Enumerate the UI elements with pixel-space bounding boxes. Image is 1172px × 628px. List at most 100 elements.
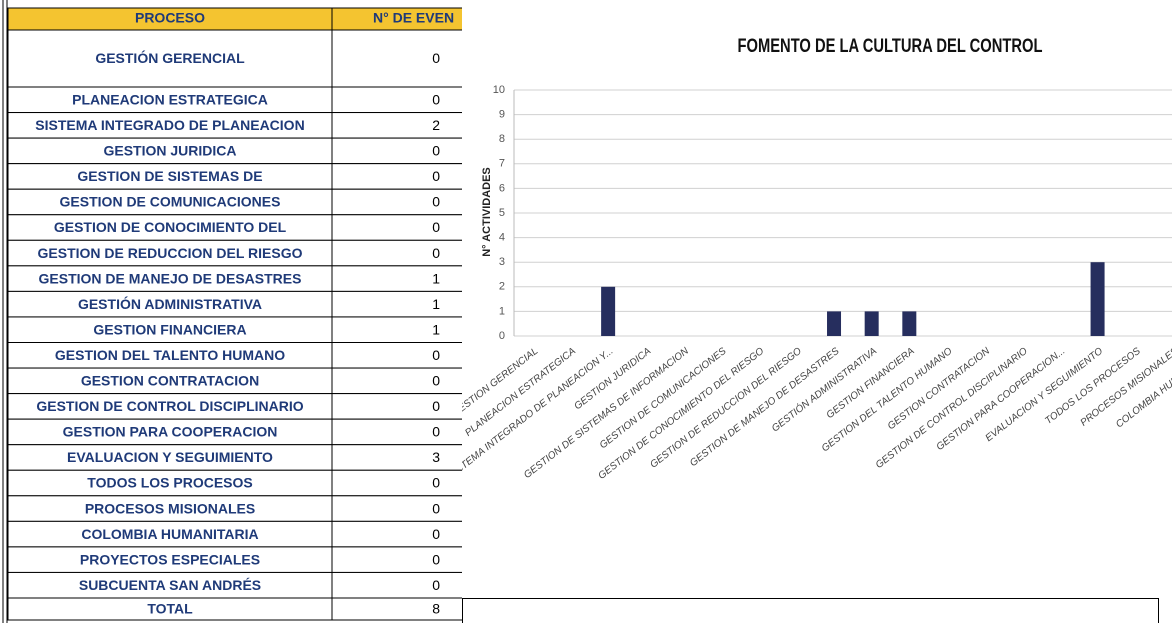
process-name: GESTIÓN ADMINISTRATIVA — [78, 295, 262, 312]
cell — [331, 418, 471, 446]
cell — [7, 137, 333, 165]
process-name: GESTION FINANCIERA — [93, 321, 246, 337]
y-tick-label: 9 — [499, 109, 505, 121]
cell — [331, 188, 471, 216]
process-name: SISTEMA INTEGRADO DE PLANEACION — [35, 117, 304, 133]
event-count: 0 — [432, 526, 440, 542]
process-name: GESTION CONTRATACION — [81, 373, 259, 389]
event-count: 1 — [432, 270, 440, 286]
cell — [7, 290, 333, 318]
cell — [7, 163, 333, 190]
cell — [7, 571, 333, 599]
process-name: GESTIÓN GERENCIAL — [95, 49, 245, 66]
event-count: 0 — [432, 577, 440, 593]
bar — [902, 311, 917, 336]
y-tick-label: 8 — [499, 133, 505, 145]
y-tick-label: 4 — [499, 232, 505, 244]
process-name: PLANEACION ESTRATEGICA — [72, 91, 268, 107]
y-tick-label: 6 — [499, 182, 505, 194]
process-name: GESTION DE REDUCCION DEL RIESGO — [38, 245, 303, 261]
header-text: N° DE EVEN — [373, 10, 454, 26]
process-name: GESTION DE COMUNICACIONES — [60, 194, 281, 210]
cell — [331, 571, 471, 599]
cell — [331, 265, 471, 292]
process-name: GESTION JURIDICA — [103, 143, 236, 159]
cell — [7, 214, 333, 241]
chart-area — [462, 0, 1172, 598]
process-name: GESTION DE MANEJO DE DESASTRES — [39, 270, 302, 286]
y-tick-label: 5 — [499, 207, 505, 219]
cell — [331, 239, 471, 267]
y-tick-label: 3 — [499, 256, 505, 268]
event-count: 0 — [432, 50, 440, 66]
y-tick-label: 7 — [499, 158, 505, 170]
cell — [331, 29, 471, 88]
process-name: TODOS LOS PROCESOS — [87, 475, 252, 491]
process-name: GESTION DE SISTEMAS DE — [77, 168, 262, 184]
cell — [331, 393, 471, 420]
cell — [7, 469, 333, 497]
cell — [331, 112, 471, 139]
event-count: 1 — [432, 296, 440, 312]
cell — [331, 163, 471, 190]
event-count: 0 — [432, 91, 440, 107]
y-tick-label: 0 — [499, 330, 505, 342]
cell — [7, 495, 333, 522]
cell — [7, 316, 333, 344]
bar — [864, 311, 879, 336]
process-name: GESTION DEL TALENTO HUMANO — [55, 347, 285, 363]
event-count: 8 — [432, 601, 440, 617]
bar — [1090, 262, 1105, 336]
y-tick-label: 10 — [493, 84, 505, 96]
cell — [331, 342, 471, 369]
cell — [331, 86, 471, 114]
process-name: GESTION PARA COOPERACION — [63, 424, 278, 440]
cell — [7, 342, 333, 369]
cell — [7, 239, 333, 267]
cell — [331, 546, 471, 573]
cell — [7, 188, 333, 216]
bar — [601, 286, 616, 336]
cell-box — [462, 598, 1159, 628]
header-text: PROCESO — [135, 10, 205, 26]
cell — [331, 214, 471, 241]
bar — [827, 311, 842, 336]
event-count: 0 — [432, 194, 440, 210]
event-count: 0 — [432, 245, 440, 261]
cell — [331, 597, 471, 621]
event-count: 0 — [432, 219, 440, 235]
table: PROCESO N° DE EVEN GESTIÓN GERENCIAL 0 PLANE… — [7, 7, 471, 621]
cell — [331, 444, 471, 471]
chart-title: FOMENTO DE LA CULTURA DEL CONTROL — [738, 36, 1043, 57]
cell — [331, 316, 471, 344]
process-name: PROYECTOS ESPECIALES — [80, 551, 260, 567]
event-count: 2 — [432, 117, 440, 133]
cell — [331, 469, 471, 497]
event-count: 0 — [432, 551, 440, 567]
y-axis-label: N° ACTIVIDADES — [481, 167, 493, 257]
cell — [331, 520, 471, 548]
cell — [331, 495, 471, 522]
event-count: 0 — [432, 168, 440, 184]
process-name: TOTAL — [147, 601, 193, 617]
event-count: 0 — [432, 500, 440, 516]
cell — [331, 137, 471, 165]
process-name: EVALUACION Y SEGUIMIENTO — [67, 449, 273, 465]
cell — [7, 393, 333, 420]
event-count: 3 — [432, 449, 440, 465]
event-count: 0 — [432, 424, 440, 440]
cell — [7, 367, 333, 395]
process-name: GESTION DE CONOCIMIENTO DEL — [54, 219, 287, 235]
event-count: 1 — [432, 321, 440, 337]
y-tick-label: 1 — [499, 305, 505, 317]
event-count: 0 — [432, 475, 440, 491]
event-count: 0 — [432, 398, 440, 414]
process-name: SUBCUENTA SAN ANDRÉS — [79, 577, 261, 593]
event-count: 0 — [432, 143, 440, 159]
event-count: 0 — [432, 373, 440, 389]
event-count: 0 — [432, 347, 440, 363]
process-name: GESTION DE CONTROL DISCIPLINARIO — [36, 398, 303, 414]
process-name: PROCESOS MISIONALES — [85, 500, 255, 516]
y-tick-label: 2 — [499, 281, 505, 293]
